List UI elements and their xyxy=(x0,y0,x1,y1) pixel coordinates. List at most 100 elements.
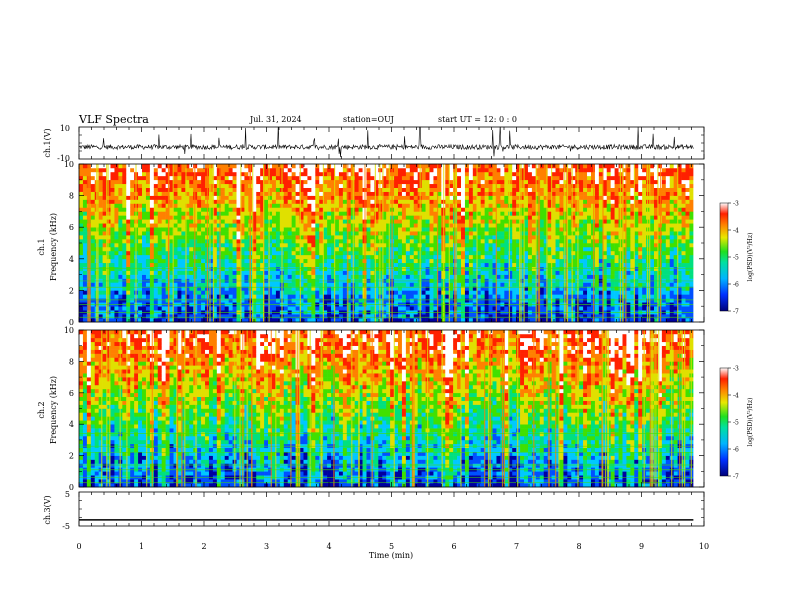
s1-cell xyxy=(145,282,151,287)
s1-cell xyxy=(236,223,241,228)
s1-cell xyxy=(512,286,517,291)
s1-cell xyxy=(555,187,560,192)
s1-cell xyxy=(149,231,155,236)
s1-cell xyxy=(449,211,454,216)
s1-cell xyxy=(555,306,560,311)
s1-cell xyxy=(555,195,560,200)
s1-cell xyxy=(307,171,312,177)
s1-cell xyxy=(539,191,545,196)
s1-cell xyxy=(429,290,434,295)
s1-cell xyxy=(216,239,222,244)
s1-cell xyxy=(283,274,289,279)
s1-cell xyxy=(90,187,96,192)
s1-cell xyxy=(256,199,261,204)
s1-cell xyxy=(543,286,548,291)
s1-cell xyxy=(421,167,426,173)
s1-cell xyxy=(370,215,375,220)
s1-cell xyxy=(185,207,190,212)
s1-cell xyxy=(382,258,387,264)
s1-cell xyxy=(299,215,304,220)
s1-cell xyxy=(429,175,434,181)
s1-cell xyxy=(327,231,332,236)
s1-cell xyxy=(240,191,245,196)
s1-cell xyxy=(323,223,328,228)
s1-cell xyxy=(142,282,147,287)
s1-cell xyxy=(319,239,324,244)
s1-cell xyxy=(472,294,478,299)
s1-cell xyxy=(516,187,521,192)
s1-cell xyxy=(488,266,493,271)
s1-cell xyxy=(228,290,233,295)
s1-cell xyxy=(307,223,312,228)
s1-cell xyxy=(512,207,517,212)
s1-cell xyxy=(161,290,166,295)
s1-cell xyxy=(232,199,237,204)
s1-cell xyxy=(508,167,513,173)
s1-cell xyxy=(173,164,178,169)
s1-cell xyxy=(173,203,178,208)
s1-cell xyxy=(334,215,340,220)
s1-cell xyxy=(197,171,202,177)
s1-cell xyxy=(409,167,415,173)
s1-cell xyxy=(551,254,556,260)
s1-cell xyxy=(425,274,430,279)
s1-cell xyxy=(240,207,245,212)
s1-cell xyxy=(425,211,430,216)
s1-cell xyxy=(228,270,233,275)
s1-cell xyxy=(492,290,497,295)
s1-cell xyxy=(520,274,525,279)
s1-cell xyxy=(271,175,277,181)
s1-cell xyxy=(173,211,178,216)
s1-cell xyxy=(165,219,170,224)
s1-cell xyxy=(79,306,84,311)
s1-cell xyxy=(405,191,411,196)
s1-cell xyxy=(555,282,560,287)
s1-cell xyxy=(130,215,135,220)
s1-cell xyxy=(307,167,312,173)
s1-cell xyxy=(531,223,537,228)
s1-cell xyxy=(287,179,292,185)
s1-cell xyxy=(185,274,190,279)
s1-cell xyxy=(500,266,505,271)
s1-cell xyxy=(212,243,218,248)
s1-cell xyxy=(224,223,229,228)
s1-cell xyxy=(461,203,466,208)
s1-cell xyxy=(130,290,135,295)
s1-cell xyxy=(334,262,340,267)
s1-cell xyxy=(437,207,442,212)
s1-cell xyxy=(212,231,218,236)
s1-cell xyxy=(382,164,387,169)
s1-cell xyxy=(82,199,88,204)
s1-cell xyxy=(338,207,344,212)
s1-cell xyxy=(169,195,174,200)
s1-cell xyxy=(220,262,226,267)
s1-cell xyxy=(358,286,363,291)
s1-cell xyxy=(421,294,426,299)
s1-cell xyxy=(496,219,501,224)
s1-cell xyxy=(256,175,261,181)
s1-cell xyxy=(500,211,505,216)
s1-cell xyxy=(421,282,426,287)
s1-cell xyxy=(496,235,501,240)
s1-cell xyxy=(331,223,336,228)
s1-cell xyxy=(118,164,123,169)
s1-cell xyxy=(433,270,438,275)
s1-cell xyxy=(82,270,88,275)
s1-cell xyxy=(421,215,426,220)
s1-cell xyxy=(366,290,371,295)
s1-cell xyxy=(480,191,485,196)
s1-cell xyxy=(189,243,194,248)
s1-cell xyxy=(327,195,332,200)
s1-cell xyxy=(110,211,115,216)
s1-cell xyxy=(240,203,245,208)
s1-cell xyxy=(331,219,336,224)
s1-cell xyxy=(220,195,226,200)
s1-cell xyxy=(409,243,415,248)
s1-cell xyxy=(102,187,107,192)
s1-cell xyxy=(177,187,182,192)
s1-cell xyxy=(303,179,308,185)
s1-cell xyxy=(512,254,517,260)
s1-cell xyxy=(315,290,320,295)
s1-cell xyxy=(142,183,147,188)
s1-cell xyxy=(224,306,229,311)
